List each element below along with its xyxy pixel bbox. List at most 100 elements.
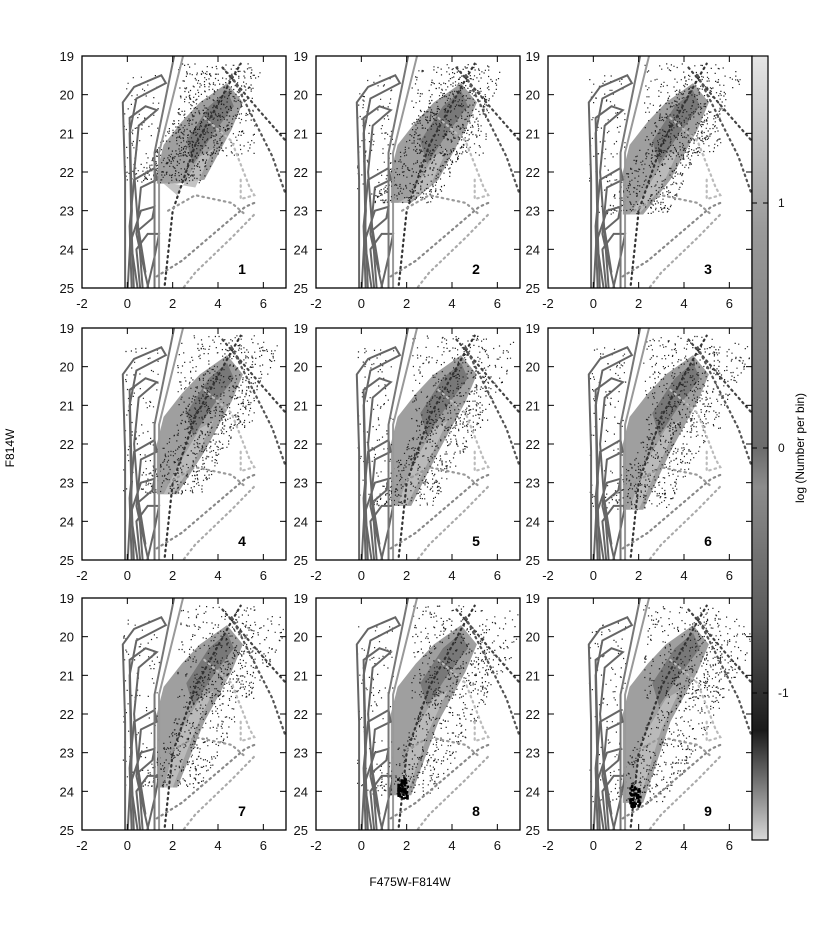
red-clump-point (403, 781, 406, 784)
red-clump-point (399, 786, 402, 790)
dotted-isochrone-6 (389, 473, 490, 550)
red-clump-point (406, 796, 409, 800)
dotted-isochrone-7 (181, 485, 256, 560)
x-tick-label: 4 (448, 568, 455, 583)
red-clump-point (629, 801, 632, 805)
x-tick-label: -2 (542, 296, 554, 311)
y-tick-label: 21 (294, 668, 308, 683)
dotted-isochrone-5 (167, 736, 247, 758)
isochrone-mid (126, 377, 159, 560)
y-tick-label: 25 (294, 823, 308, 838)
isochrone-boundary-left (619, 328, 642, 560)
red-clump-point (637, 790, 640, 793)
panel-plot-area (587, 56, 752, 288)
red-clump-point (399, 789, 402, 792)
isochrone-mid (360, 647, 393, 830)
panel-number: 7 (238, 803, 246, 819)
scatter-stars (357, 335, 515, 507)
red-clump-point (632, 788, 635, 791)
x-tick-label: 0 (124, 296, 131, 311)
y-tick-label: 19 (60, 49, 74, 64)
y-axis-label: F814W (3, 428, 17, 467)
x-tick-label: 2 (169, 296, 176, 311)
dotted-isochrone-7 (181, 213, 256, 288)
x-tick-label: -2 (542, 838, 554, 853)
x-tick-label: -2 (310, 568, 322, 583)
red-clump-point (397, 792, 400, 796)
isochrone-boundary-right (158, 56, 185, 288)
red-clump-point (399, 784, 402, 787)
dotted-isochrone-7 (181, 755, 256, 830)
red-clump-point (404, 789, 407, 792)
red-clump-point (406, 794, 409, 798)
y-tick-label: 21 (294, 126, 308, 141)
y-tick-label: 25 (60, 553, 74, 568)
y-tick-label: 19 (294, 49, 308, 64)
x-axis-label: F475W-F814W (369, 875, 451, 889)
x-tick-label: -2 (76, 568, 88, 583)
red-clump-point (403, 782, 406, 785)
panel-plot-area (121, 598, 286, 830)
dotted-isochrones (155, 604, 286, 830)
red-clump-point (639, 795, 642, 799)
isochrone-old (128, 166, 158, 288)
red-clump-point (402, 797, 405, 800)
dotted-isochrones (155, 334, 286, 560)
colorbar-ticks: 1 0 -1 (752, 196, 789, 700)
light-density-region (397, 420, 448, 506)
isochrone-old (362, 708, 392, 830)
y-tick-label: 21 (60, 126, 74, 141)
light-density-region (629, 690, 680, 803)
y-tick-label: 19 (60, 321, 74, 336)
x-tick-label: -2 (542, 568, 554, 583)
x-tick-label: 2 (403, 838, 410, 853)
dotted-isochrone-1 (397, 62, 476, 288)
light-density-region (163, 148, 214, 196)
y-tick-label: 22 (526, 437, 540, 452)
y-tick-label: 22 (526, 165, 540, 180)
dotted-isochrone-6 (621, 473, 722, 550)
isochrone-faint (135, 504, 161, 560)
red-clump-point (402, 793, 405, 796)
red-clump-point (633, 804, 636, 807)
isochrone-boundary-left (153, 598, 176, 830)
panel-number: 2 (472, 261, 480, 277)
dotted-isochrone-5 (401, 466, 481, 488)
isochrone-boundary-left (387, 598, 410, 830)
dotted-isochrone-6 (155, 473, 256, 550)
red-clump-point (634, 792, 637, 796)
y-tick-label: 23 (294, 746, 308, 761)
dotted-isochrone-1 (163, 604, 242, 830)
dotted-isochrone-6 (389, 201, 490, 278)
dotted-isochrone-1 (629, 334, 708, 560)
isochrone-mid (592, 105, 625, 288)
y-tick-label: 25 (526, 823, 540, 838)
y-tick-label: 24 (294, 242, 308, 257)
red-clump-point (634, 787, 637, 791)
red-clump-point (638, 788, 641, 791)
y-tick-label: 20 (60, 360, 74, 375)
x-tick-label: 2 (403, 296, 410, 311)
y-tick-label: 25 (294, 281, 308, 296)
y-tick-label: 21 (526, 398, 540, 413)
light-density-region (163, 420, 214, 495)
isochrone-faint (135, 774, 161, 830)
panel-number: 6 (704, 533, 712, 549)
y-tick-label: 19 (526, 49, 540, 64)
isochrone-faint (369, 504, 395, 560)
isochrone-tracks (587, 328, 651, 560)
y-tick-label: 25 (60, 281, 74, 296)
x-tick-label: 0 (358, 838, 365, 853)
y-tick-label: 23 (60, 746, 74, 761)
dotted-isochrone-6 (621, 743, 722, 820)
y-tick-label: 24 (526, 514, 540, 529)
x-tick-label: 2 (635, 296, 642, 311)
x-tick-label: -2 (76, 296, 88, 311)
x-tick-label: 2 (635, 838, 642, 853)
x-tick-label: 6 (726, 296, 733, 311)
red-clump-point (403, 784, 407, 787)
y-tick-label: 24 (526, 784, 540, 799)
y-tick-label: 21 (526, 126, 540, 141)
